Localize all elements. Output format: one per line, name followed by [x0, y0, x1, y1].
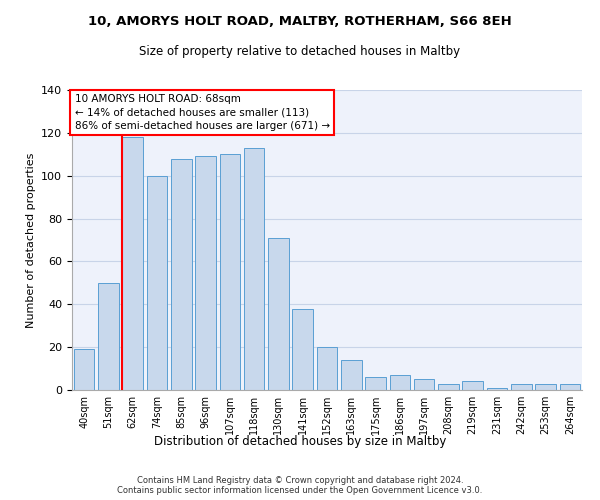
Bar	[389, 375, 410, 390]
Bar	[98, 283, 119, 390]
Bar	[171, 158, 191, 390]
Bar	[244, 148, 265, 390]
Text: Size of property relative to detached houses in Maltby: Size of property relative to detached ho…	[139, 45, 461, 58]
Bar	[560, 384, 580, 390]
Bar	[414, 380, 434, 390]
Bar	[122, 137, 143, 390]
Bar	[511, 384, 532, 390]
Bar	[341, 360, 362, 390]
Bar	[438, 384, 459, 390]
Text: Distribution of detached houses by size in Maltby: Distribution of detached houses by size …	[154, 435, 446, 448]
Bar	[146, 176, 167, 390]
Y-axis label: Number of detached properties: Number of detached properties	[26, 152, 35, 328]
Bar	[317, 347, 337, 390]
Bar	[220, 154, 240, 390]
Bar	[195, 156, 216, 390]
Text: 10, AMORYS HOLT ROAD, MALTBY, ROTHERHAM, S66 8EH: 10, AMORYS HOLT ROAD, MALTBY, ROTHERHAM,…	[88, 15, 512, 28]
Bar	[487, 388, 508, 390]
Text: Contains HM Land Registry data © Crown copyright and database right 2024.
Contai: Contains HM Land Registry data © Crown c…	[118, 476, 482, 495]
Bar	[463, 382, 483, 390]
Bar	[535, 384, 556, 390]
Bar	[268, 238, 289, 390]
Text: 10 AMORYS HOLT ROAD: 68sqm
← 14% of detached houses are smaller (113)
86% of sem: 10 AMORYS HOLT ROAD: 68sqm ← 14% of deta…	[74, 94, 329, 131]
Bar	[74, 350, 94, 390]
Bar	[292, 308, 313, 390]
Bar	[365, 377, 386, 390]
